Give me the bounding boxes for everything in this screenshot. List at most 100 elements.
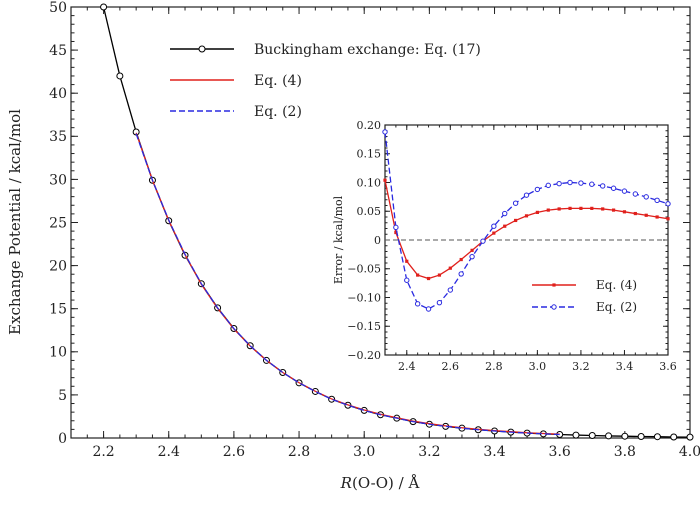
inset-point-dot [405,259,409,263]
inset-point-dot [426,276,431,281]
inset-point-circle [556,180,562,187]
main-xlabel: R(O-O) / Å [340,474,420,492]
inset-ytick-label: 0.20 [357,119,382,132]
main-ytick-label: 5 [58,388,67,404]
inset-point-circle [589,181,595,187]
inset-point-dot [633,211,637,216]
inset-xtick-label: 3.0 [529,360,547,373]
inset-xtick-label: 2.4 [398,360,416,373]
main-ytick-label: 50 [49,0,67,16]
inset-point-dot [666,217,670,221]
main-legend-label: Eq. (2) [254,104,302,120]
main-ytick-label: 35 [49,129,67,145]
inset-point-circle [523,192,530,198]
main-xtick-label: 2.2 [92,444,114,460]
main-ytick-label: 30 [49,172,67,188]
inset-point-circle [643,194,649,200]
main-xtick-label: 2.4 [158,444,180,460]
main-legend-marker [198,45,206,53]
inset-point-dot [655,215,659,219]
inset-xtick-label: 3.2 [572,360,590,373]
main-xtick-label: 4.0 [679,444,700,460]
inset-legend-marker [551,304,557,310]
inset-point-dot [590,206,594,210]
main-xlabel-rest: (O-O) / Å [352,474,420,492]
inset-point-dot [383,178,387,182]
main-xlabel-italic: R [340,474,352,492]
inset-point-dot [503,224,507,228]
inset-ytick-label: 0.05 [357,205,382,218]
inset-point-dot [601,207,605,211]
inset-point-dot [568,206,572,210]
main-point-circle [621,432,629,440]
inset-point-circle [578,180,584,186]
main-legend-label: Eq. (4) [254,73,302,89]
inset-point-circle [545,182,551,189]
inset-point-circle [436,299,443,306]
main-legend-label: Buckingham exchange: Eq. (17) [254,42,481,58]
main-xtick-label: 3.4 [483,444,505,460]
inset-point-circle [665,201,671,207]
inset-point-circle [491,223,497,229]
inset-point-dot [492,231,496,235]
main-point-circle [572,431,580,439]
inset-ytick-label: 0.15 [357,148,382,161]
inset-point-circle [469,253,475,260]
inset-point-dot [579,206,583,210]
inset-point-dot [644,213,648,217]
inset-point-circle [599,183,606,189]
inset-point-dot [448,266,452,270]
main-xtick-label: 3.8 [614,444,636,460]
inset-point-dot [546,208,550,212]
inset-point-circle [632,191,639,197]
inset-point-circle [414,301,421,307]
main-point-circle [670,433,678,441]
main-ytick-label: 25 [49,215,67,231]
main-ylabel: Exchange Potential / kcal/mol [6,109,24,335]
main-xtick-label: 2.6 [223,444,245,460]
inset-ytick-label: −0.20 [347,349,381,362]
inset-point-circle [382,129,388,135]
main-point-circle [116,72,124,80]
main-ytick-label: 15 [49,302,67,318]
inset-point-circle [393,224,399,231]
inset-point-circle [502,210,508,217]
inset-xtick-label: 3.6 [659,360,677,373]
inset-legend-marker [552,283,556,287]
inset-point-dot [524,214,529,218]
inset-point-dot [459,257,463,262]
inset-point-dot [470,248,474,252]
inset-ytick-label: −0.15 [347,320,381,333]
main-ytick-label: 10 [49,345,67,361]
inset-point-dot [416,273,420,277]
inset-point-circle [458,271,464,277]
inset-point-circle [534,186,541,193]
inset-point-circle [610,185,617,191]
inset-point-circle [425,306,432,312]
inset-xtick-label: 3.4 [616,360,634,373]
inset-point-dot [514,218,518,223]
inset-point-circle [447,287,454,293]
inset-point-dot [611,208,616,212]
inset-point-dot [437,273,442,277]
inset-point-circle [404,277,410,283]
main-xtick-label: 3.2 [418,444,440,460]
inset-ytick-label: 0 [374,234,381,247]
inset-point-dot [394,230,398,235]
inset-legend-label: Eq. (2) [596,300,637,314]
inset-ytick-label: −0.05 [347,263,381,276]
main-point-circle [686,433,694,441]
main-ytick-label: 20 [49,259,67,275]
main-point-circle [637,433,645,441]
inset-point-circle [654,197,660,204]
inset-legend-label: Eq. (4) [596,278,637,292]
main-point-circle [605,432,613,440]
inset-ytick-label: 0.10 [357,176,382,189]
inset-point-dot [557,207,561,211]
main-xtick-label: 2.8 [288,444,310,460]
main-point-circle [100,3,108,11]
main-ytick-label: 45 [49,43,67,59]
main-xtick-label: 3.6 [549,444,571,460]
inset-xtick-label: 2.6 [442,360,460,373]
